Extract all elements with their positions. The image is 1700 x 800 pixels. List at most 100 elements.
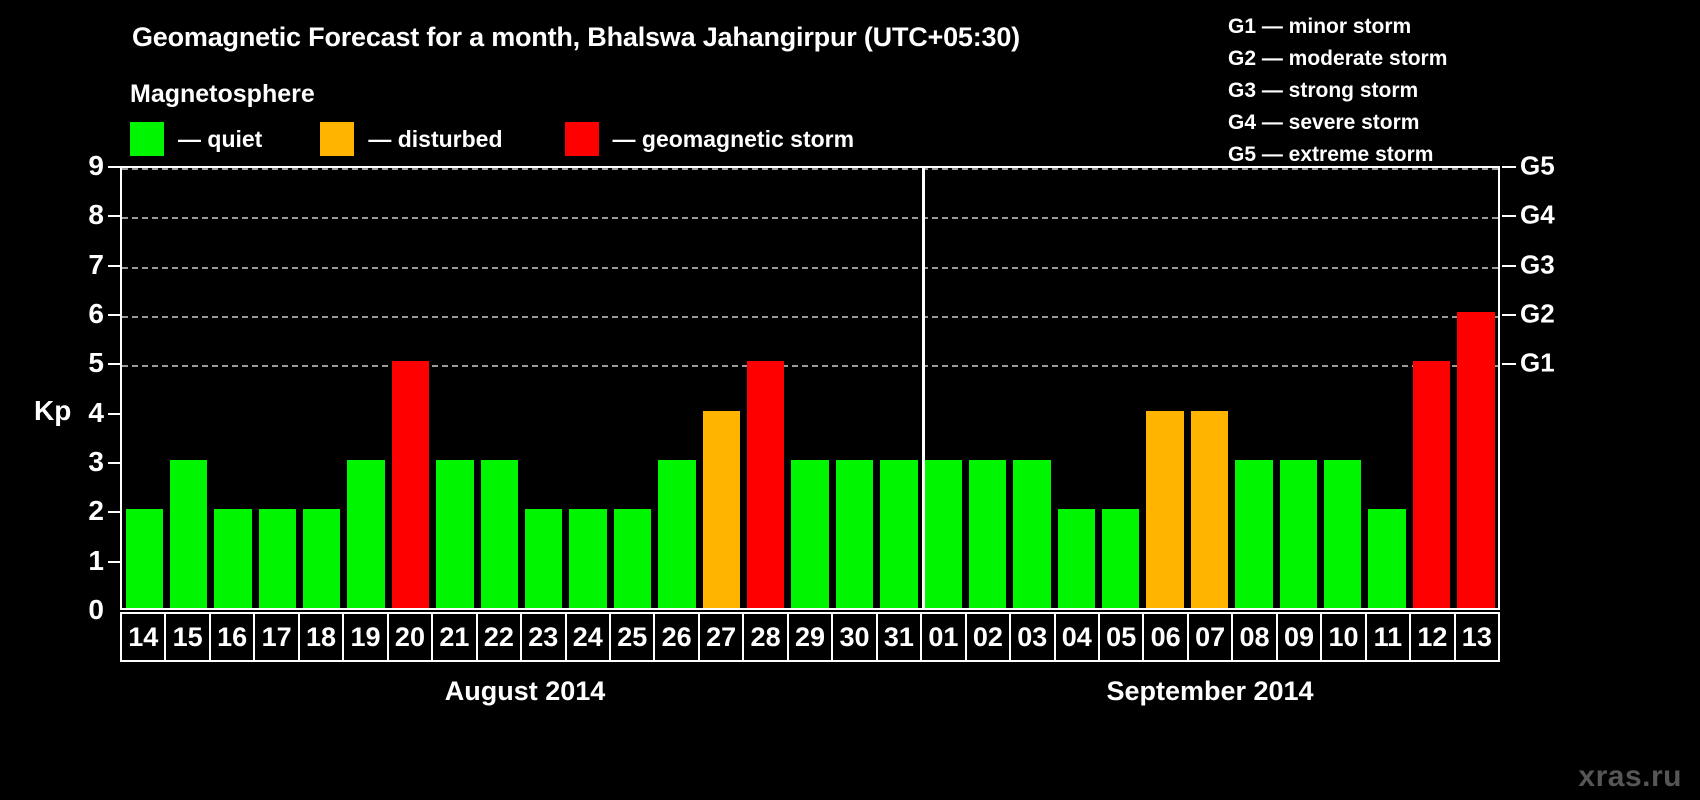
bar-slot bbox=[965, 168, 1009, 608]
bar-slot bbox=[1232, 168, 1276, 608]
day-label: 20 bbox=[388, 614, 434, 660]
gridline bbox=[122, 365, 1498, 368]
y-axis-tick-mark bbox=[108, 215, 120, 218]
gridline bbox=[122, 316, 1498, 318]
bar-slot bbox=[610, 168, 654, 608]
g-axis-tick-label: G2 bbox=[1520, 298, 1555, 329]
bar[interactable] bbox=[436, 460, 474, 608]
bar[interactable] bbox=[1013, 460, 1051, 608]
bar[interactable] bbox=[1412, 361, 1451, 608]
bar[interactable] bbox=[1235, 460, 1273, 608]
day-label: 04 bbox=[1055, 614, 1100, 660]
bar[interactable] bbox=[658, 460, 696, 608]
bar[interactable] bbox=[525, 509, 563, 608]
g-axis-tick-label: G4 bbox=[1520, 199, 1555, 230]
bar[interactable] bbox=[391, 361, 430, 608]
watermark: xras.ru bbox=[1578, 760, 1682, 793]
y-axis-tick-mark bbox=[108, 560, 120, 563]
bar-series bbox=[122, 168, 1498, 608]
bar[interactable] bbox=[880, 460, 918, 608]
y-axis-tick-label: 7 bbox=[88, 248, 104, 280]
bar[interactable] bbox=[125, 509, 163, 608]
bar-slot bbox=[832, 168, 876, 608]
bar[interactable] bbox=[1190, 410, 1229, 608]
bar-slot bbox=[788, 168, 832, 608]
day-label: 24 bbox=[566, 614, 611, 660]
gridline bbox=[122, 217, 1498, 220]
bar-slot bbox=[921, 168, 965, 608]
g-axis-tick-mark bbox=[1502, 215, 1516, 218]
bar[interactable] bbox=[1279, 460, 1318, 608]
day-label: 22 bbox=[477, 614, 523, 660]
bar-slot bbox=[211, 168, 255, 608]
legend-swatch-storm bbox=[564, 122, 599, 156]
bar[interactable] bbox=[258, 509, 297, 608]
page-title: Geomagnetic Forecast for a month, Bhalsw… bbox=[132, 22, 1020, 52]
bar-slot bbox=[522, 168, 566, 608]
y-axis-tick-label: 6 bbox=[88, 298, 104, 329]
bar[interactable] bbox=[1324, 460, 1362, 608]
bar[interactable] bbox=[1146, 410, 1184, 608]
day-label: 13 bbox=[1455, 614, 1499, 660]
g-scale-key: G1 — minor storm G2 — moderate storm G3 … bbox=[1228, 11, 1447, 171]
day-label: 17 bbox=[255, 614, 300, 660]
g-axis-tick-label: G1 bbox=[1520, 347, 1555, 378]
gridline bbox=[122, 168, 1498, 170]
day-label: 23 bbox=[522, 614, 567, 660]
y-axis-tick-label: 4 bbox=[88, 396, 104, 428]
bar[interactable] bbox=[1057, 509, 1096, 608]
y-axis-tick-mark bbox=[108, 314, 120, 316]
bar[interactable] bbox=[1368, 509, 1406, 608]
legend-item-storm: — geomagnetic storm bbox=[564, 122, 854, 156]
bar[interactable] bbox=[1457, 312, 1495, 608]
bar[interactable] bbox=[347, 460, 385, 608]
month-label-august: August 2014 bbox=[444, 676, 606, 706]
day-label: 06 bbox=[1144, 614, 1189, 660]
day-label: 27 bbox=[699, 614, 745, 660]
gridlines bbox=[122, 168, 1498, 608]
bar[interactable] bbox=[835, 460, 874, 608]
g-scale-row: G3 — strong storm bbox=[1228, 79, 1419, 102]
bar[interactable] bbox=[569, 509, 607, 608]
y-axis-tick-label: 3 bbox=[88, 446, 104, 477]
bar[interactable] bbox=[480, 460, 519, 608]
bar[interactable] bbox=[303, 509, 341, 608]
day-label: 12 bbox=[1411, 614, 1456, 660]
bar[interactable] bbox=[214, 509, 252, 608]
legend-label-quiet: — quiet bbox=[178, 125, 263, 152]
bar-slot bbox=[166, 168, 210, 608]
day-label: 15 bbox=[166, 614, 211, 660]
chart-plot-area bbox=[120, 166, 1500, 610]
magnetosphere-label: Magnetosphere bbox=[130, 80, 315, 108]
bar-slot bbox=[1321, 168, 1365, 608]
bar-slot bbox=[743, 168, 787, 608]
bar-slot bbox=[477, 168, 521, 608]
day-label: 02 bbox=[966, 614, 1012, 660]
month-divider bbox=[921, 168, 925, 608]
day-label: 26 bbox=[655, 614, 700, 660]
bar-slot bbox=[344, 168, 388, 608]
bar-slot bbox=[699, 168, 743, 608]
day-label: 18 bbox=[299, 614, 345, 660]
bar[interactable] bbox=[613, 509, 652, 608]
bar[interactable] bbox=[924, 460, 962, 608]
bar[interactable] bbox=[746, 361, 785, 608]
bar[interactable] bbox=[169, 460, 208, 608]
bar[interactable] bbox=[1102, 509, 1140, 608]
legend-item-quiet: — quiet bbox=[130, 122, 262, 156]
bar-slot bbox=[300, 168, 344, 608]
bar[interactable] bbox=[702, 410, 740, 608]
bar-slot bbox=[1187, 168, 1231, 608]
day-label: 01 bbox=[922, 614, 967, 660]
day-label: 30 bbox=[833, 614, 878, 660]
y-axis-tick-mark bbox=[108, 462, 120, 464]
x-axis-day-labels: 14 15 16 17 18 19 20 21 22 23 24 25 26 27 28 29 30 31 01 02… bbox=[120, 612, 1500, 662]
bar[interactable] bbox=[968, 460, 1007, 608]
bar-slot bbox=[655, 168, 699, 608]
day-label: 03 bbox=[1011, 614, 1056, 660]
bar-slot bbox=[1365, 168, 1409, 608]
legend-label-disturbed: — disturbed bbox=[368, 125, 503, 152]
g-axis-tick-mark bbox=[1502, 314, 1516, 316]
bar[interactable] bbox=[791, 460, 829, 608]
month-label-september: September 2014 bbox=[1106, 676, 1314, 706]
